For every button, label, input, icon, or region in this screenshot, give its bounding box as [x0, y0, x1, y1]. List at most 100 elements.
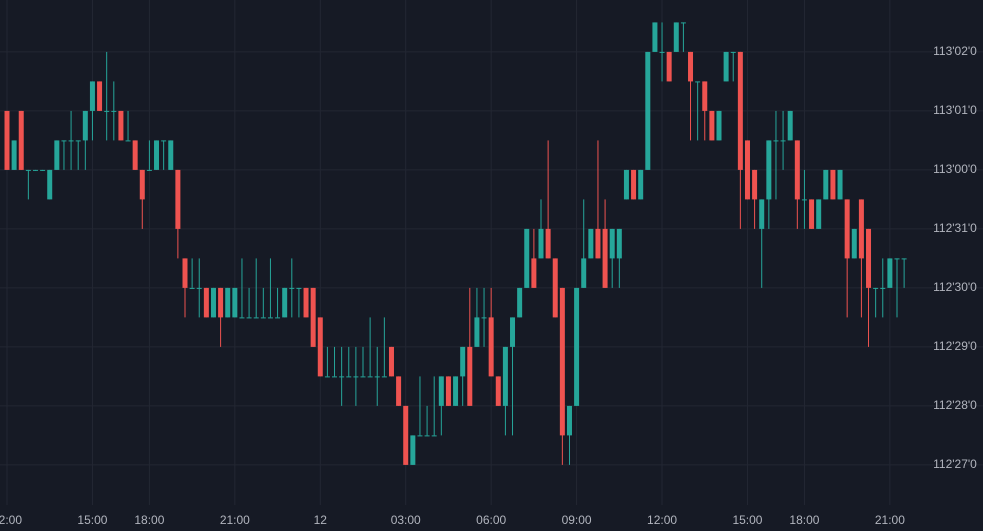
candle-body — [709, 110, 715, 141]
candle-body — [225, 287, 231, 318]
candle-body — [146, 169, 152, 171]
x-tick-label: 03:00 — [391, 513, 421, 527]
candle-body — [460, 346, 466, 377]
candle-body — [189, 287, 195, 289]
candle-body — [552, 258, 558, 318]
candle-body — [324, 376, 330, 378]
candle-body — [403, 405, 409, 465]
candle-body — [581, 258, 587, 288]
candle-body — [680, 22, 686, 24]
x-tick-label: 18:00 — [789, 513, 819, 527]
candle-body — [438, 376, 444, 406]
candle-body — [246, 317, 252, 319]
candle-body — [510, 317, 516, 347]
candle-body — [502, 346, 508, 406]
candle-body — [104, 110, 110, 112]
candle-body — [688, 51, 694, 82]
y-tick-label: 112'31'0 — [933, 221, 977, 235]
y-tick-label: 113'02'0 — [933, 44, 977, 58]
candle-body — [702, 81, 708, 111]
candle-body — [474, 317, 480, 347]
y-tick-label: 112'29'0 — [933, 339, 977, 353]
candle-body — [303, 287, 309, 318]
candle-body — [396, 376, 402, 406]
candle-body — [203, 287, 209, 318]
candle-body — [809, 199, 815, 229]
candle-body — [97, 81, 103, 111]
candle-body — [780, 140, 786, 142]
x-tick-label: 15:00 — [77, 513, 107, 527]
candle-body — [488, 317, 494, 377]
candle-body — [161, 140, 167, 142]
candle-body — [346, 376, 352, 378]
candle-body — [232, 287, 238, 318]
candle-body — [723, 51, 729, 82]
candle-body — [538, 228, 544, 259]
candle-body — [61, 140, 67, 142]
x-tick-label: 18:00 — [134, 513, 164, 527]
candle-body — [424, 435, 430, 437]
candle-body — [631, 169, 637, 200]
candle-body — [296, 287, 302, 289]
candle-body — [40, 169, 46, 171]
candle-body — [752, 169, 758, 200]
candle-body — [332, 376, 338, 378]
candle-body — [602, 228, 608, 288]
candle-body — [716, 110, 722, 141]
x-tick-label: 15:00 — [732, 513, 762, 527]
candle-body — [125, 140, 131, 142]
x-tick-label: 21:00 — [220, 513, 250, 527]
candle-body — [139, 169, 145, 200]
x-tick-label: 12:00 — [0, 513, 22, 527]
candle-body — [417, 435, 423, 437]
candle-body — [154, 140, 160, 170]
candle-body — [175, 169, 181, 229]
y-tick-label: 112'27'0 — [933, 457, 977, 471]
candle-body — [887, 258, 893, 288]
candle-body — [168, 140, 174, 170]
candle-body — [260, 317, 266, 319]
candle-body — [759, 199, 765, 229]
candle-body — [595, 228, 601, 259]
candle-body — [823, 169, 829, 200]
candle-body — [75, 140, 81, 142]
candle-body — [32, 169, 38, 171]
candle-body — [559, 287, 565, 436]
candle-body — [616, 228, 622, 259]
candle-body — [517, 287, 523, 318]
candle-body — [18, 110, 24, 170]
candle-body — [68, 140, 74, 142]
x-tick-label: 21:00 — [875, 513, 905, 527]
candle-body — [89, 81, 95, 111]
candle-body — [275, 317, 281, 319]
candle-body — [210, 287, 216, 318]
candle-body — [801, 199, 807, 201]
y-tick-label: 113'01'0 — [933, 103, 977, 117]
candle-body — [388, 346, 394, 377]
candle-body — [239, 317, 245, 319]
candle-body — [431, 435, 437, 437]
axis-labels: 112'27'0 112'28'0 112'29'0 112'30'0 112'31'0… — [0, 44, 977, 527]
candle-body — [673, 22, 679, 52]
candle-body — [495, 376, 501, 406]
candle-body — [4, 110, 10, 170]
candle-body — [381, 376, 387, 378]
candle-body — [410, 435, 416, 465]
candle-body — [367, 376, 373, 378]
candle-body — [873, 287, 879, 289]
candle-body — [360, 376, 366, 378]
candle-body — [588, 228, 594, 259]
candle-body — [695, 81, 701, 83]
candle-body — [787, 110, 793, 141]
candle-body — [218, 287, 224, 318]
candle-body — [866, 228, 872, 288]
candle-body — [353, 376, 359, 378]
y-tick-label: 112'28'0 — [933, 398, 977, 412]
candle-body — [524, 228, 530, 288]
candle-body — [453, 376, 459, 406]
candle-body — [773, 140, 779, 142]
y-tick-label: 112'30'0 — [933, 280, 977, 294]
candle-body — [638, 169, 644, 200]
candle-body — [25, 169, 31, 171]
